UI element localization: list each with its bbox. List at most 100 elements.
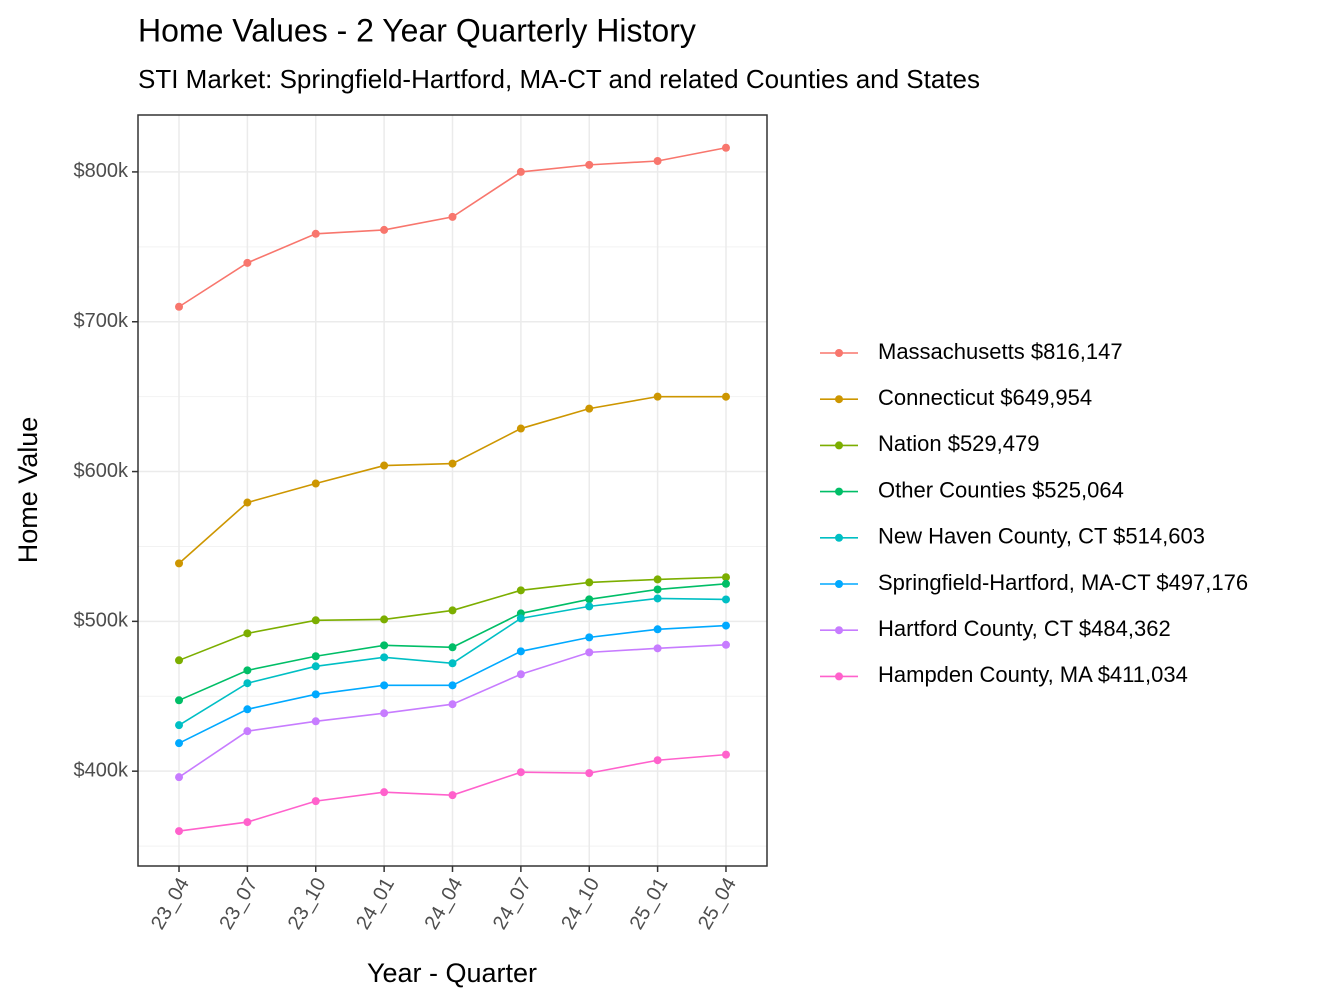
data-point — [585, 769, 594, 778]
data-point — [653, 625, 662, 634]
data-point — [585, 633, 594, 642]
x-tick-label: 24_04 — [421, 874, 468, 933]
chart-subtitle: STI Market: Springfield-Hartford, MA-CT … — [138, 64, 980, 94]
legend-label: New Haven County, CT $514,603 — [878, 524, 1205, 549]
data-point — [516, 586, 525, 595]
y-axis-title: Home Value — [13, 417, 43, 564]
data-point — [516, 647, 525, 656]
legend-label: Other Counties $525,064 — [878, 477, 1124, 502]
data-point — [585, 578, 594, 587]
data-point — [380, 225, 389, 234]
data-point — [380, 653, 389, 662]
y-tick-label: $600k — [74, 460, 129, 482]
data-point — [311, 797, 320, 806]
data-point — [721, 621, 730, 630]
data-point — [721, 143, 730, 152]
data-point — [175, 721, 184, 730]
legend-key-point — [835, 441, 843, 450]
data-point — [243, 498, 252, 507]
x-tick-label: 24_01 — [352, 874, 399, 933]
data-point — [243, 666, 252, 675]
x-axis-title: Year - Quarter — [367, 958, 537, 988]
data-point — [175, 739, 184, 748]
data-point — [243, 727, 252, 736]
data-point — [721, 392, 730, 401]
data-point — [380, 709, 389, 718]
data-point — [653, 392, 662, 401]
data-point — [175, 827, 184, 836]
data-point — [653, 575, 662, 584]
x-tick-label: 24_07 — [489, 874, 536, 933]
data-point — [585, 595, 594, 604]
x-tick-label: 25_01 — [626, 874, 673, 933]
data-point — [585, 404, 594, 413]
x-tick-label: 23_07 — [215, 874, 262, 933]
data-point — [175, 773, 184, 782]
legend-label: Hampden County, MA $411,034 — [878, 662, 1188, 687]
data-point — [243, 818, 252, 827]
data-point — [516, 424, 525, 433]
data-point — [721, 640, 730, 649]
legend-label: Springfield-Hartford, MA-CT $497,176 — [878, 570, 1248, 595]
x-tick-label: 25_04 — [694, 874, 741, 933]
x-tick-label: 23_04 — [147, 874, 194, 933]
legend-key-point — [835, 487, 843, 496]
data-point — [311, 479, 320, 488]
data-point — [516, 614, 525, 623]
data-point — [516, 768, 525, 777]
data-point — [380, 615, 389, 624]
legend-key-point — [835, 395, 843, 404]
legend-key-point — [835, 580, 843, 588]
data-point — [311, 616, 320, 625]
data-point — [448, 791, 457, 800]
data-point — [311, 229, 320, 238]
data-point — [311, 662, 320, 671]
data-point — [448, 659, 457, 668]
data-point — [653, 156, 662, 165]
data-point — [721, 750, 730, 759]
data-point — [653, 756, 662, 765]
data-point — [380, 788, 389, 797]
data-point — [448, 681, 457, 690]
data-point — [721, 579, 730, 588]
data-point — [448, 459, 457, 468]
data-point — [721, 595, 730, 604]
data-point — [243, 679, 252, 688]
data-point — [175, 302, 184, 311]
data-point — [585, 160, 594, 169]
data-point — [380, 641, 389, 650]
data-point — [448, 606, 457, 615]
data-point — [380, 681, 389, 690]
plot-border — [137, 114, 768, 867]
data-point — [585, 648, 594, 657]
y-tick-label: $800k — [74, 160, 129, 182]
x-tick-label: 23_10 — [284, 874, 331, 933]
data-point — [448, 643, 457, 652]
y-tick-label: $400k — [74, 759, 129, 781]
data-point — [243, 258, 252, 267]
data-point — [516, 167, 525, 176]
x-tick-label: 24_10 — [557, 874, 604, 933]
legend-key-point — [835, 626, 843, 635]
legend-label: Connecticut $649,954 — [878, 385, 1092, 410]
data-point — [175, 696, 184, 705]
data-point — [448, 212, 457, 221]
legend-key-point — [835, 533, 843, 542]
data-point — [653, 644, 662, 653]
y-tick-label: $700k — [74, 310, 129, 332]
legend-label: Nation $529,479 — [878, 431, 1039, 456]
data-point — [721, 573, 730, 582]
data-point — [653, 594, 662, 603]
data-point — [380, 461, 389, 470]
data-point — [311, 652, 320, 661]
chart-title: Home Values - 2 Year Quarterly History — [138, 12, 696, 48]
data-point — [311, 717, 320, 726]
legend-key-point — [835, 672, 843, 681]
y-tick-label: $500k — [74, 610, 129, 632]
data-point — [653, 585, 662, 594]
data-point — [243, 629, 252, 638]
legend-label: Massachusetts $816,147 — [878, 339, 1123, 364]
legend-label: Hartford County, CT $484,362 — [878, 616, 1171, 641]
legend-key-point — [835, 349, 843, 357]
